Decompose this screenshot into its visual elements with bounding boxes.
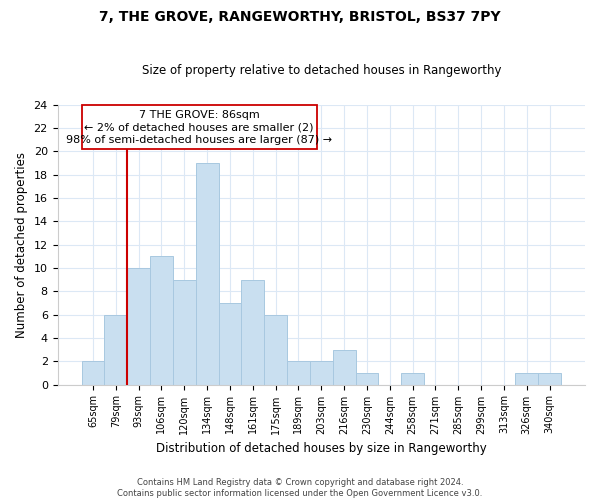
Bar [196,163,218,384]
Bar [150,256,173,384]
X-axis label: Distribution of detached houses by size in Rangeworthy: Distribution of detached houses by size … [156,442,487,455]
Bar [264,314,287,384]
FancyBboxPatch shape [82,104,317,149]
Bar [241,280,264,384]
Y-axis label: Number of detached properties: Number of detached properties [15,152,28,338]
Title: Size of property relative to detached houses in Rangeworthy: Size of property relative to detached ho… [142,64,501,77]
Bar [127,268,150,384]
Bar [82,361,104,384]
Text: Contains HM Land Registry data © Crown copyright and database right 2024.
Contai: Contains HM Land Registry data © Crown c… [118,478,482,498]
Bar [310,361,332,384]
Bar [104,314,127,384]
Bar [173,280,196,384]
Bar [401,373,424,384]
Text: 7, THE GROVE, RANGEWORTHY, BRISTOL, BS37 7PY: 7, THE GROVE, RANGEWORTHY, BRISTOL, BS37… [99,10,501,24]
Bar [287,361,310,384]
Bar [538,373,561,384]
Bar [356,373,379,384]
Text: 7 THE GROVE: 86sqm: 7 THE GROVE: 86sqm [139,110,259,120]
Bar [218,303,241,384]
Bar [332,350,356,384]
Bar [515,373,538,384]
Text: ← 2% of detached houses are smaller (2): ← 2% of detached houses are smaller (2) [85,123,314,133]
Text: 98% of semi-detached houses are larger (87) →: 98% of semi-detached houses are larger (… [66,134,332,144]
